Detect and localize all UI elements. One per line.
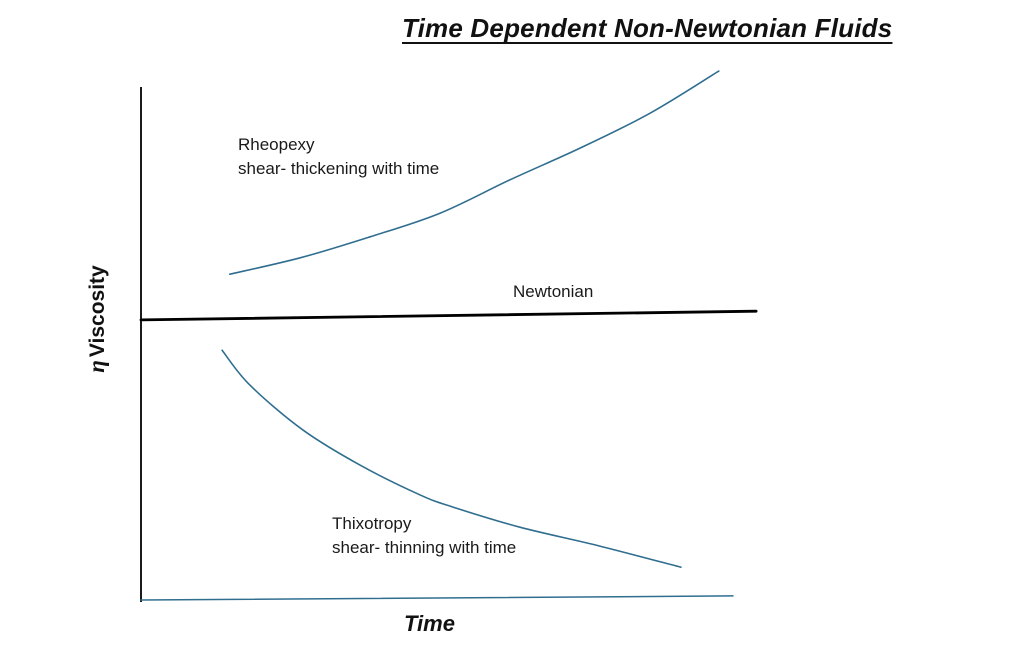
thixotropy-curve (221, 349, 682, 568)
thixotropy-annotation-line2: shear- thinning with time (332, 538, 517, 557)
newtonian-annotation: Newtonian (513, 282, 594, 301)
y-axis-label: η Viscosity (84, 265, 110, 372)
y-axis-label-text: Viscosity (86, 265, 109, 358)
rheopexy-annotation: Rheopexy shear- thickening with time (238, 133, 439, 181)
rheopexy-annotation-line1: Rheopexy (238, 135, 315, 154)
x-axis-label: Time (404, 611, 455, 636)
chart-title: Time Dependent Non-Newtonian Fluids (402, 13, 893, 43)
eta-symbol: η (84, 360, 109, 373)
rheopexy-annotation-line2: shear- thickening with time (238, 159, 440, 178)
time-baseline (140, 595, 734, 601)
thixotropy-annotation-line1: Thixotropy (332, 514, 412, 533)
thixotropy-annotation: Thixotropy shear- thinning with time (332, 512, 516, 560)
newtonian-line (139, 309, 758, 322)
rheopexy-curve (229, 70, 720, 275)
